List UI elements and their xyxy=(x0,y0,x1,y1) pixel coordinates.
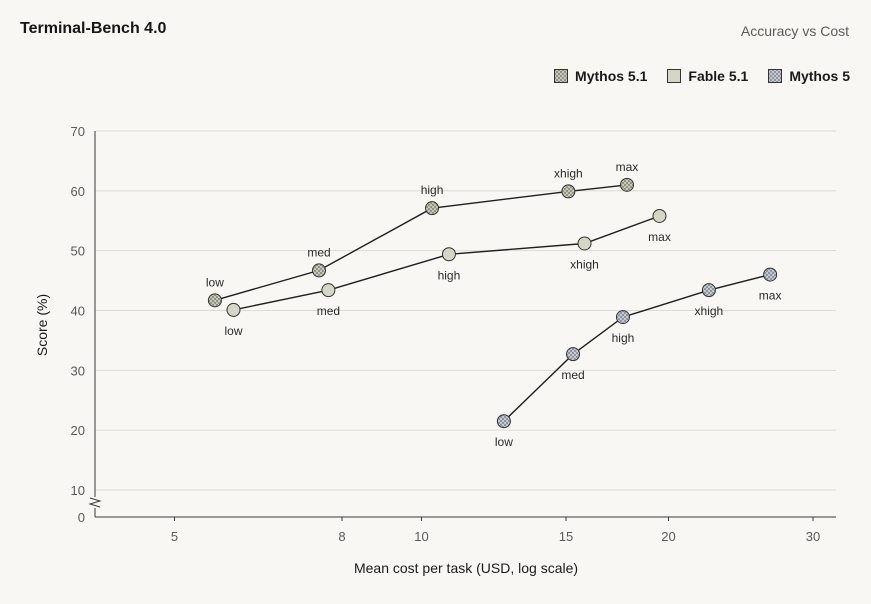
point-label: xhigh xyxy=(695,304,724,318)
y-tick-label: 30 xyxy=(71,363,85,378)
series-line-2 xyxy=(503,273,771,422)
data-point[interactable] xyxy=(496,414,511,429)
axis-break-mark xyxy=(88,497,102,508)
legend: Mythos 5.1 Fable 5.1 Mythos 5 xyxy=(554,68,850,84)
data-point[interactable] xyxy=(207,293,222,308)
x-tick-label: 30 xyxy=(806,529,820,544)
chart-subtitle: Accuracy vs Cost xyxy=(740,23,849,39)
point-label: high xyxy=(612,331,635,345)
x-tick-label: 20 xyxy=(661,529,675,544)
data-point[interactable] xyxy=(425,201,440,216)
point-label: med xyxy=(307,245,330,259)
axes: 0 10 20 30 40 50 60 70 5 8 10 15 20 30 xyxy=(71,124,836,544)
chart-title: Terminal-Bench 4.0 xyxy=(20,20,167,37)
x-tick-label: 10 xyxy=(414,529,428,544)
y-tick-label: 70 xyxy=(71,124,85,139)
point-labels: low med high xhigh max low med high xhigh max low m… xyxy=(206,160,782,449)
y-tick-label: 40 xyxy=(71,304,85,319)
x-tick-label: 5 xyxy=(171,529,178,544)
legend-label: Mythos 5 xyxy=(789,68,850,84)
point-label: xhigh xyxy=(554,166,583,180)
legend-item-series-0[interactable]: Mythos 5.1 xyxy=(554,68,647,84)
point-label: low xyxy=(206,275,224,289)
legend-swatch xyxy=(667,69,682,83)
data-point[interactable] xyxy=(763,267,778,282)
y-tick-label: 60 xyxy=(71,184,85,199)
point-label: med xyxy=(561,368,584,382)
data-point[interactable] xyxy=(321,283,336,298)
data-point[interactable] xyxy=(566,347,581,362)
legend-label: Mythos 5.1 xyxy=(575,68,648,84)
legend-swatch xyxy=(768,69,783,83)
legend-item-series-1[interactable]: Fable 5.1 xyxy=(667,68,748,84)
series-points xyxy=(207,177,778,429)
data-point[interactable] xyxy=(441,247,456,262)
data-point[interactable] xyxy=(615,310,630,325)
y-tick-label: 10 xyxy=(71,483,85,498)
data-point[interactable] xyxy=(701,283,716,298)
x-tick-label: 8 xyxy=(338,529,345,544)
gridlines xyxy=(95,130,836,491)
x-tick-label: 15 xyxy=(559,529,573,544)
y-tick-label: 0 xyxy=(78,510,85,525)
point-label: xhigh xyxy=(570,257,599,271)
point-label: max xyxy=(648,230,671,244)
point-label: high xyxy=(421,183,444,197)
y-tick-label: 20 xyxy=(71,423,85,438)
legend-label: Fable 5.1 xyxy=(688,68,749,84)
legend-item-series-2[interactable]: Mythos 5 xyxy=(768,68,850,84)
point-label: max xyxy=(616,160,639,174)
series-line-0 xyxy=(214,184,628,301)
y-tick-label: 50 xyxy=(71,244,85,259)
point-label: low xyxy=(224,324,242,338)
data-point[interactable] xyxy=(561,184,576,199)
data-point[interactable] xyxy=(652,208,667,223)
point-label: low xyxy=(495,435,513,449)
legend-swatch xyxy=(554,69,569,83)
x-axis-label: Mean cost per task (USD, log scale) xyxy=(354,560,578,576)
data-point[interactable] xyxy=(226,302,241,317)
point-label: high xyxy=(438,268,461,282)
point-label: med xyxy=(317,304,340,318)
data-point[interactable] xyxy=(312,263,327,278)
data-point[interactable] xyxy=(619,177,634,192)
series-lines xyxy=(214,184,771,422)
data-point[interactable] xyxy=(577,236,592,251)
point-label: max xyxy=(759,289,782,303)
y-axis-label: Score (%) xyxy=(34,294,50,356)
